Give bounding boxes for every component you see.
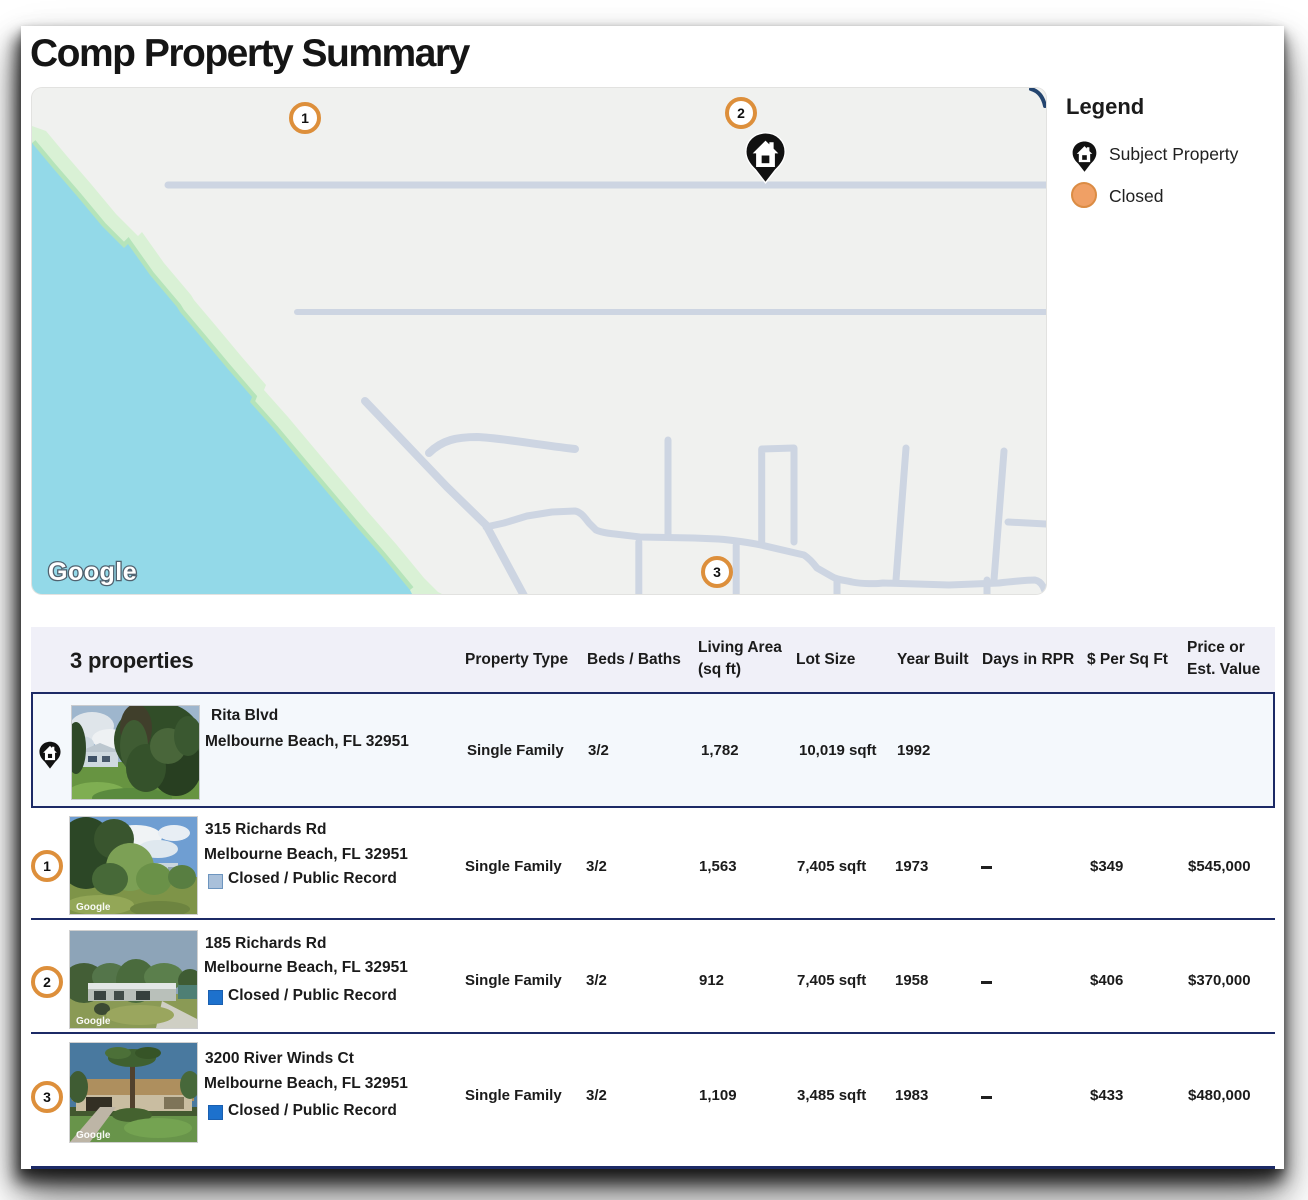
svg-text:Google: Google: [76, 1016, 111, 1027]
svg-text:Google: Google: [76, 902, 111, 913]
svg-text:Google: Google: [48, 558, 137, 586]
svg-text:Google: Google: [76, 1130, 111, 1141]
